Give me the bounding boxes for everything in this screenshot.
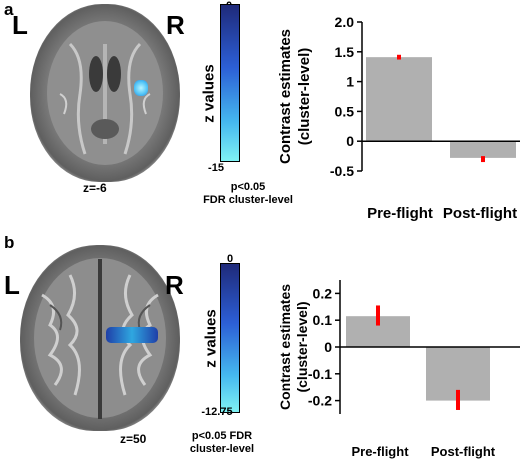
left-hemisphere-label-a: L <box>12 10 28 40</box>
y-tick-label-b-3: 0.1 <box>313 312 333 328</box>
y-tick-label-b-1: -0.1 <box>308 366 332 382</box>
left-hemisphere-label-b: L <box>4 270 20 300</box>
bar-pre-flight-a <box>366 57 432 142</box>
brain-structures-a <box>47 21 163 165</box>
slice-label-a: z=-6 <box>83 181 107 195</box>
y-tick-label-a-5: 2.0 <box>335 14 355 30</box>
panel-label-a: a <box>4 0 14 19</box>
category-label-pre-flight-a: Pre-flight <box>367 205 433 222</box>
y-axis-label-line-b-0: Contrast estimates <box>277 284 293 410</box>
panel-label-b: b <box>4 233 15 252</box>
y-tick-label-b-2: 0 <box>324 339 332 355</box>
y-axis-label-line-a-0: Contrast estimates <box>277 29 294 164</box>
y-tick-label-a-3: 1 <box>346 74 354 90</box>
colorbar-a <box>220 4 240 162</box>
y-tick-label-b-0: -0.2 <box>308 393 332 409</box>
right-hemisphere-label-a: R <box>166 10 185 40</box>
right-hemisphere-label-b: R <box>165 270 184 300</box>
category-label-post-flight-b: Post-flight <box>431 444 496 459</box>
y-axis-label-a: Contrast estimates (cluster-level) <box>277 29 313 164</box>
brain-axial-slice-a <box>30 4 180 182</box>
activation-blob-a <box>134 80 148 96</box>
y-axis-label-line-b-1: (cluster-level) <box>294 301 310 392</box>
colorbar-title-a: z values <box>200 64 218 123</box>
colorbar-top-label-b: 0 <box>226 253 234 265</box>
y-axis-label-b: Contrast estimates (cluster-level) <box>277 284 310 410</box>
bar-post-flight-a <box>450 141 516 158</box>
category-label-pre-flight-b: Pre-flight <box>351 444 409 459</box>
brain-axial-slice-b <box>20 245 180 431</box>
colorbar-b <box>220 263 240 413</box>
category-label-post-flight-a: Post-flight <box>443 205 517 222</box>
y-axis-label-line-a-1: (cluster-level) <box>296 48 313 146</box>
threshold-label-a: p<0.05 FDR cluster-level <box>196 181 300 207</box>
bar-chart-a: -0.5 0 0.5 1 1.5 2.0 Pre-flight Post-flight Cont… <box>277 14 520 222</box>
threshold-line2-a: FDR cluster-level <box>203 194 293 206</box>
activation-blob-b <box>106 327 158 343</box>
y-tick-label-a-4: 1.5 <box>335 44 355 60</box>
slice-label-b: z=50 <box>120 432 147 446</box>
threshold-line1-b: p<0.05 FDR <box>191 430 253 442</box>
bar-chart-b: -0.2 -0.1 0 0.1 0.2 Pre-flight Post-flight Cont… <box>277 280 520 459</box>
colorbar-bottom-label-a: -15 <box>208 162 224 174</box>
threshold-label-b: p<0.05 FDR cluster-level <box>170 430 274 456</box>
y-tick-label-b-4: 0.2 <box>313 285 333 301</box>
y-tick-label-a-2: 0.5 <box>335 103 355 119</box>
bars-b <box>346 316 490 401</box>
threshold-line1-a: p<0.05 <box>230 181 266 193</box>
bars-a <box>366 57 516 158</box>
colorbar-title-b: z values <box>202 309 220 368</box>
threshold-line2-b: cluster-level <box>189 443 255 455</box>
colorbar-bottom-label-b: -12.75 <box>201 406 233 418</box>
y-tick-label-a-1: 0 <box>346 133 354 149</box>
y-tick-label-a-0: -0.5 <box>330 163 354 179</box>
